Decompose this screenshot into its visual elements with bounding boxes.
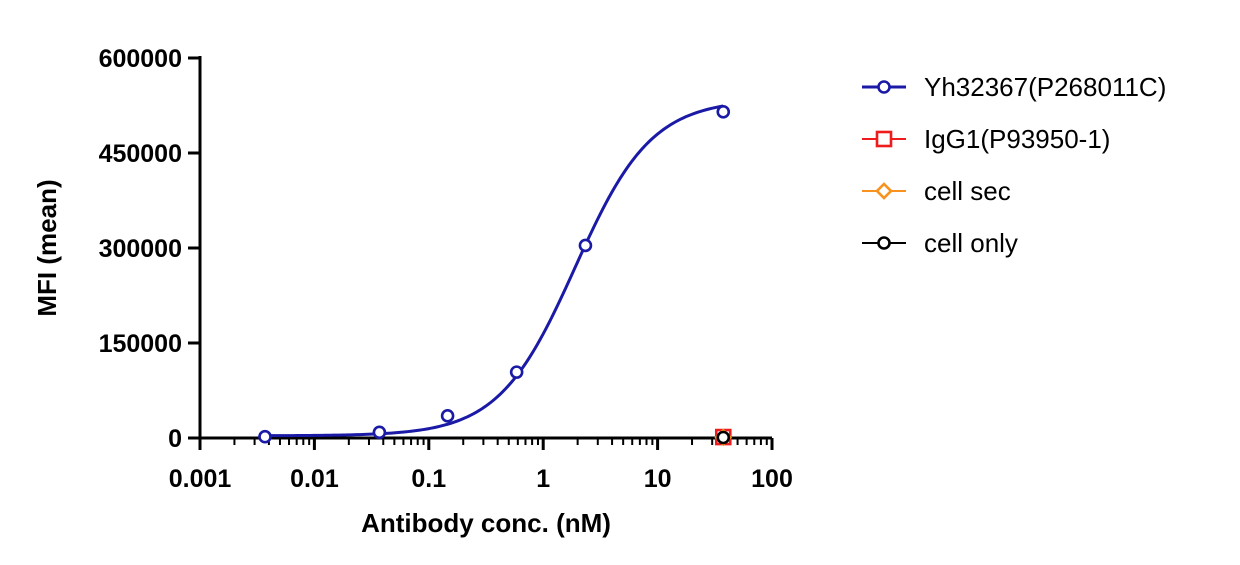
legend-label: cell only: [924, 228, 1018, 258]
legend-label: IgG1(P93950-1): [924, 124, 1110, 154]
legend-marker: [875, 182, 893, 200]
data-point: [258, 429, 272, 444]
x-tick-label: 0.1: [411, 465, 446, 493]
y-tick-label: 150000: [99, 330, 182, 358]
data-point: [372, 425, 387, 440]
fit-curve: [264, 104, 724, 438]
y-tick-label: 450000: [99, 140, 182, 168]
y-axis-title: MFI (mean): [32, 179, 62, 316]
legend-marker: [877, 236, 891, 250]
y-tick-label: 300000: [99, 235, 182, 263]
fit-curves: [264, 104, 724, 438]
x-tick-label: 100: [751, 465, 793, 493]
legend-label: Yh32367(P268011C): [924, 72, 1166, 102]
x-axis-title: Antibody conc. (nM): [361, 508, 611, 538]
axes: 0 150000 300000 450000 600000 0.001 0.01 0.1 1 10…: [99, 45, 793, 493]
data-point: [716, 105, 731, 119]
legend: Yh32367(P268011C) IgG1(P93950-1) cell sec c…: [862, 72, 1166, 258]
x-tick-label: 0.01: [290, 465, 339, 493]
y-tick-label: 600000: [99, 45, 182, 73]
legend-item: IgG1(P93950-1): [862, 124, 1110, 154]
data-points: [258, 105, 733, 447]
legend-marker: [875, 130, 893, 148]
legend-item: cell only: [862, 228, 1018, 258]
legend-label: cell sec: [924, 176, 1011, 206]
legend-marker: [877, 80, 891, 94]
data-point: [716, 430, 731, 445]
data-point: [578, 238, 593, 253]
x-tick-label: 10: [644, 465, 672, 493]
x-tick-label: 1: [536, 465, 550, 493]
legend-item: Yh32367(P268011C): [862, 72, 1166, 102]
x-tick-label: 0.001: [169, 465, 232, 493]
legend-item: cell sec: [862, 176, 1011, 206]
y-tick-label: 0: [168, 425, 182, 453]
data-point: [440, 409, 455, 423]
data-point: [509, 365, 524, 379]
